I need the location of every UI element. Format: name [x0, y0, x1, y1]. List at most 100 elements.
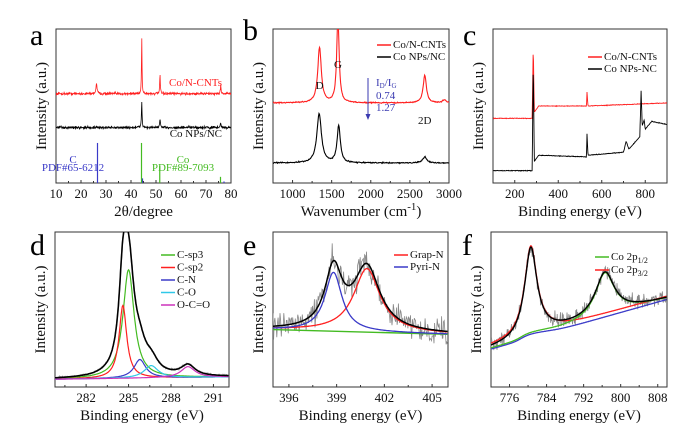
- legend-label-sub: 1/2: [638, 256, 648, 265]
- x-axis-label: Wavenumber (cm-1): [301, 201, 422, 220]
- series-line-0: [273, 29, 449, 105]
- x-tick-label: 291: [204, 390, 224, 405]
- ratio-value: 0.74: [376, 90, 396, 102]
- legend-label-sub: 3/2: [638, 269, 648, 278]
- y-axis-label: Intensity (a.u.): [33, 266, 49, 354]
- component-line-1: [55, 304, 229, 380]
- panel-label: c: [463, 19, 476, 52]
- ratio-i: I: [376, 77, 380, 89]
- x-tick-label: 285: [119, 390, 139, 405]
- x-axis-label: Binding energy (eV): [299, 408, 423, 424]
- x-tick-label: 3000: [436, 186, 462, 201]
- x-axis-label-text: 2θ/degree: [114, 204, 173, 220]
- panel-f: f 776 784 792 800 808 Binding energy (eV) Inten…: [462, 229, 668, 424]
- x-tick-label: 2000: [358, 186, 384, 201]
- ratio-slash: /I: [385, 77, 392, 89]
- x-axis-label-text: Binding energy (eV): [299, 408, 423, 424]
- panel-label: a: [30, 19, 43, 52]
- x-axis-label: 2θ/degree: [114, 204, 173, 220]
- x-tick-label: 1000: [280, 186, 306, 201]
- x-tick-label: 784: [537, 390, 557, 405]
- x-axis-label-text: Binding energy (eV): [80, 408, 204, 424]
- legend-label: C-sp2: [177, 262, 203, 274]
- reference-card: PDF#65-6212: [42, 162, 104, 174]
- x-tick-label: 40: [125, 186, 138, 201]
- component-line-0: [491, 272, 667, 349]
- x-tick-label: 600: [592, 186, 612, 201]
- x-tick-label: 776: [500, 390, 520, 405]
- envelope-line: [55, 232, 229, 379]
- x-tick-label: 70: [200, 186, 213, 201]
- raw-data-line: [273, 243, 448, 345]
- x-tick-label: 20: [75, 186, 88, 201]
- x-tick-label: 30: [100, 186, 113, 201]
- panel-label: f: [462, 229, 472, 262]
- plot-frame: [55, 28, 232, 184]
- x-tick-label: 405: [422, 390, 442, 405]
- y-axis-label: Intensity (a.u.): [469, 266, 485, 354]
- plot-frame: [272, 28, 450, 184]
- peak-label: D: [316, 80, 324, 92]
- panel-c: c 200 400 600 800 Binding energy (eV) Intensit…: [463, 19, 668, 220]
- panel-a: a 10 20 30 40 50 60 70 80 2θ/degree Intensity (a.u…: [30, 19, 238, 220]
- plot-frame: [490, 231, 668, 388]
- peak-label: 2D: [418, 115, 432, 127]
- x-tick-label: 200: [505, 186, 525, 201]
- arrow-down-icon: [365, 114, 371, 120]
- series-line-1: [273, 112, 449, 165]
- ratio-title: ID/IG: [376, 77, 397, 90]
- panel-e: e 396 399 402 405 Binding energy (eV) Intensit…: [243, 229, 449, 424]
- y-axis-label: Intensity (a.u.): [34, 62, 50, 150]
- legend-label: Co NPs/NC: [393, 51, 445, 63]
- reference-card: PDF#89-7093: [152, 162, 215, 174]
- series-line-0: [493, 54, 667, 120]
- x-tick-label: 402: [375, 390, 395, 405]
- x-axis-label-end: ): [416, 204, 421, 220]
- legend-label-text: Co 2p: [611, 251, 638, 263]
- x-tick-label: 50: [150, 186, 163, 201]
- x-tick-label: 60: [175, 186, 188, 201]
- x-axis-label-sup: -1: [407, 201, 416, 213]
- reference-label: C: [69, 154, 76, 166]
- y-axis-label: Intensity (a.u.): [471, 62, 487, 150]
- legend-label: Co 2p1/2: [611, 251, 648, 265]
- x-tick-label: 800: [611, 390, 631, 405]
- ratio-value: 1.27: [376, 102, 396, 114]
- x-tick-label: 10: [50, 186, 63, 201]
- envelope-line: [273, 259, 448, 333]
- x-tick-label: 800: [636, 186, 656, 201]
- x-tick-label: 1500: [319, 186, 345, 201]
- component-line-4: [55, 365, 229, 380]
- legend-label: Co/N-CNTs: [604, 51, 657, 63]
- legend-label: Co 2p3/2: [611, 264, 648, 278]
- x-tick-label: 792: [574, 390, 594, 405]
- x-tick-label: 808: [648, 390, 668, 405]
- x-axis-label-text: Binding energy (eV): [517, 408, 641, 424]
- panel-label: b: [243, 14, 258, 47]
- envelope-line: [491, 246, 667, 346]
- x-axis-label: Binding energy (eV): [80, 408, 204, 424]
- x-tick-label: 399: [327, 390, 347, 405]
- y-axis-label: Intensity (a.u.): [251, 266, 267, 354]
- legend-label: Co/N-CNTs: [393, 39, 446, 51]
- ratio-sub-d: D: [380, 82, 385, 90]
- panel-label: d: [30, 229, 45, 262]
- x-tick-label: 80: [225, 186, 238, 201]
- legend-label: Pyri-N: [410, 261, 440, 273]
- panel-b: b 1000 1500 2000 2500 3000 Wavenumber (cm-1) In…: [243, 14, 462, 220]
- series-annotation: Co NPs/NC: [170, 128, 222, 140]
- legend-label: Grap-N: [410, 249, 444, 261]
- series-line-0: [56, 38, 231, 97]
- x-tick-label: 288: [161, 390, 181, 405]
- x-tick-label: 282: [76, 390, 96, 405]
- legend-label: Co NPs-NC: [604, 63, 657, 75]
- background-line: [273, 328, 448, 335]
- x-axis-label: Binding energy (eV): [517, 408, 641, 424]
- series-line-1: [56, 101, 231, 131]
- ratio-sub-g: G: [391, 82, 396, 90]
- peak-label: G: [334, 59, 342, 71]
- legend-label-text: Co 2p: [611, 264, 638, 276]
- x-tick-label: 396: [279, 390, 299, 405]
